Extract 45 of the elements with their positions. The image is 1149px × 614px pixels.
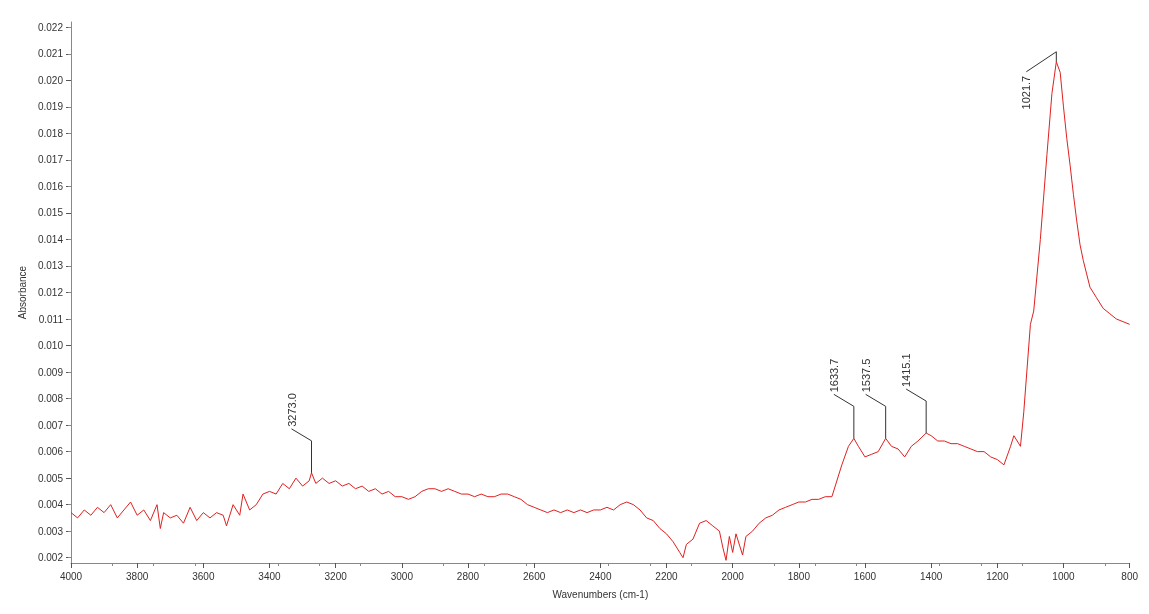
y-tick-label: 0.012 [37, 287, 64, 298]
x-axis-title: Wavenumbers (cm-1) [552, 588, 649, 600]
x-tick-label: 2600 [523, 570, 546, 582]
y-tick-label: 0.007 [37, 419, 64, 431]
x-tick-label: 2200 [655, 570, 679, 582]
x-tick-label: 3800 [126, 570, 149, 582]
y-tick-label: 0.015 [37, 207, 64, 219]
y-tick-label: 0.022 [37, 21, 64, 33]
y-axis-title: Absorbance [16, 265, 28, 320]
y-tick-label: 0.006 [37, 446, 64, 458]
y-tick-label: 0.017 [37, 154, 64, 166]
annotation: 1537.5 [859, 358, 872, 393]
x-tick-label: 4000 [59, 570, 83, 582]
y-tick-label: 0.004 [37, 499, 64, 511]
y-tick-label: 0.021 [37, 48, 64, 60]
y-tick-label: 0.008 [37, 393, 64, 405]
annotation: 1633.7 [827, 358, 840, 393]
x-tick-label: 1800 [787, 570, 811, 582]
y-tick-label: 0.009 [37, 366, 64, 378]
x-tick-label: 1600 [853, 570, 877, 582]
y-tick-label: 0.002 [37, 552, 64, 564]
y-tick-label: 0.020 [37, 74, 64, 86]
x-tick-label: 3000 [390, 570, 414, 582]
y-tick-label: 0.016 [37, 180, 64, 192]
y-tick-label: 0.018 [37, 127, 64, 139]
y-tick-label: 0.005 [37, 472, 64, 484]
x-tick-label: 2800 [456, 570, 480, 582]
x-tick-label: 2400 [589, 570, 612, 582]
annotation: 1021.7 [1020, 75, 1033, 110]
y-tick-label: 0.010 [37, 340, 64, 352]
x-tick-label: 3200 [324, 570, 348, 582]
y-tick-label: 0.013 [37, 260, 64, 272]
annotation: 1415.1 [900, 353, 913, 388]
x-tick-label: 2000 [721, 570, 745, 582]
y-tick-label: 0.014 [37, 233, 64, 245]
x-tick-label: 3400 [258, 570, 282, 582]
x-tick-label: 1000 [1052, 570, 1076, 582]
annotation: 3273.0 [285, 393, 298, 427]
x-tick-label: 1400 [920, 570, 943, 582]
y-tick-label: 0.003 [37, 525, 64, 537]
x-tick-label: 3600 [192, 570, 215, 582]
x-tick-label: 800 [1121, 570, 1139, 582]
y-tick-label: 0.019 [37, 101, 64, 113]
y-tick-label: 0.011 [38, 313, 64, 325]
x-tick-label: 1200 [986, 570, 1009, 582]
